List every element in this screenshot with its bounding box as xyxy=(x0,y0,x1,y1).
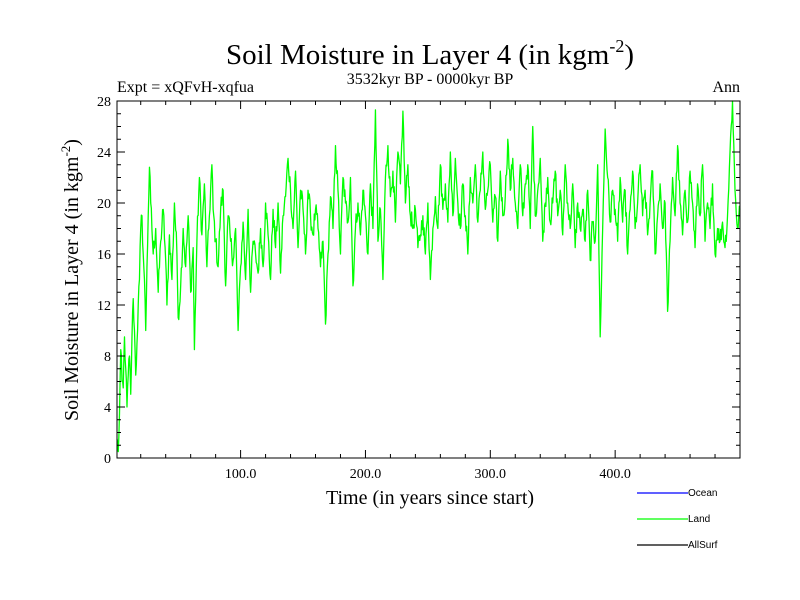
y-axis-label-superscript: -2 xyxy=(58,146,73,157)
season-label: Ann xyxy=(712,79,740,96)
series-line-land xyxy=(116,100,741,453)
x-tick-label: 200.0 xyxy=(350,467,382,482)
series-layer xyxy=(116,100,741,453)
y-tick-label: 12 xyxy=(97,299,111,314)
legend-label-ocean: Ocean xyxy=(688,488,717,499)
plot-frame xyxy=(116,100,741,459)
x-tick-label: 400.0 xyxy=(599,467,631,482)
time-range-label: 3532kyr BP - 0000kyr BP xyxy=(347,71,514,88)
x-axis-label: Time (in years since start) xyxy=(326,487,534,509)
y-axis-label-main: Soil Moisture in Layer 4 (in kgm xyxy=(61,156,83,421)
y-tick-label: 28 xyxy=(97,95,111,110)
experiment-label: Expt = xQFvH-xqfua xyxy=(117,79,254,96)
y-tick-label: 8 xyxy=(104,350,111,365)
y-tick-label: 16 xyxy=(97,248,111,263)
chart-title-superscript: -2 xyxy=(609,36,624,56)
chart-title-close: ) xyxy=(624,39,634,71)
legend-label-land: Land xyxy=(688,514,710,525)
y-axis-label: Soil Moisture in Layer 4 (in kgm-2) xyxy=(58,139,83,421)
y-tick-label: 20 xyxy=(97,197,111,212)
legend-label-allsurf: AllSurf xyxy=(688,540,718,551)
x-tick-label: 300.0 xyxy=(475,467,507,482)
y-tick-label: 0 xyxy=(104,452,111,467)
y-tick-label: 24 xyxy=(97,146,111,161)
x-tick-label: 100.0 xyxy=(225,467,257,482)
y-tick-label: 4 xyxy=(104,401,111,416)
chart-title-main: Soil Moisture in Layer 4 (in kgm xyxy=(226,39,610,71)
ticks-layer: 0 4 8 12 16 20 24 28 100.0 200.0 300.0 400.0 xyxy=(97,95,740,482)
legend: Ocean Land AllSurf xyxy=(637,488,718,551)
y-axis-label-close: ) xyxy=(61,139,83,146)
chart-title: Soil Moisture in Layer 4 (in kgm-2) xyxy=(226,36,634,71)
